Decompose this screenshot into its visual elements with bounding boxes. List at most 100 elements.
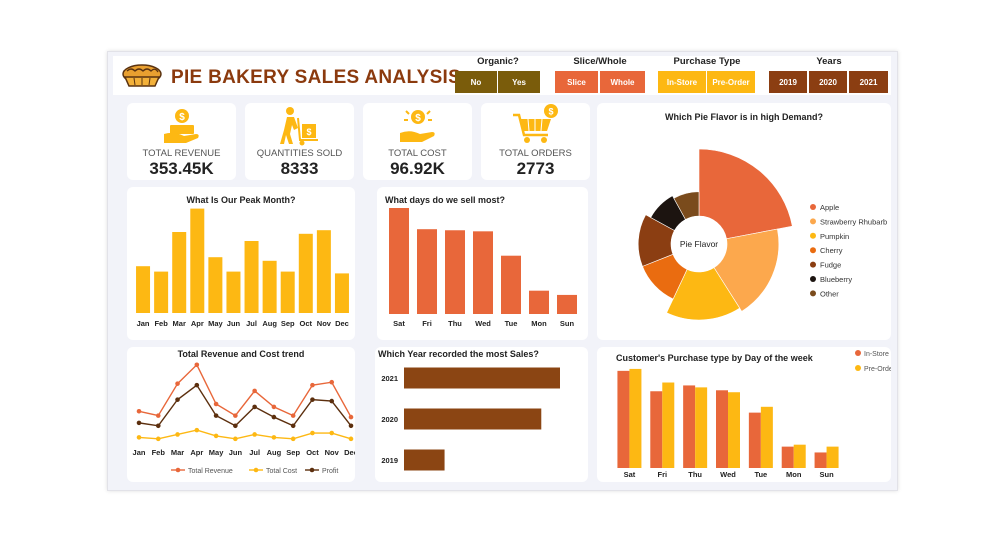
bar-sun xyxy=(557,294,577,314)
bar-pre-order-sat xyxy=(629,368,642,468)
in-store-button[interactable]: In-Store xyxy=(658,71,706,93)
slice-button[interactable]: Slice xyxy=(555,71,598,93)
dashboard: PIE BAKERY SALES ANALYSIS Organic? No Ye… xyxy=(107,51,898,491)
point-total-revenue-aug xyxy=(271,404,277,410)
bar-in-store-thu xyxy=(683,385,696,468)
year-2020-button[interactable]: 2020 xyxy=(809,71,847,93)
bar-fri xyxy=(417,229,437,314)
x-tick-mar: Mar xyxy=(171,448,184,457)
bar-apr xyxy=(190,208,205,313)
point-total-revenue-jul xyxy=(252,388,257,394)
x-tick-may: May xyxy=(208,319,223,328)
x-tick-jan: Jan xyxy=(137,319,150,328)
point-total-revenue-sep xyxy=(290,413,296,418)
x-tick-may: May xyxy=(209,448,224,457)
bar-in-store-wed xyxy=(716,390,728,468)
legend-label-pumpkin: Pumpkin xyxy=(820,232,849,241)
bar-tue xyxy=(501,255,521,314)
bar-in-store-sun xyxy=(814,452,827,468)
purchase-type-chart: Sat Fri Thu Wed Tue Mon Sun In-Store Pre-Order xyxy=(617,350,891,479)
cart-badge-label: $ xyxy=(548,107,553,117)
x-tick-fri: Fri xyxy=(422,319,432,328)
shopping-cart-icon: $ xyxy=(513,104,558,143)
bar-pre-order-tue xyxy=(760,406,773,468)
legend-label-apple: Apple xyxy=(820,203,839,212)
donut-hole xyxy=(671,216,727,272)
y-tick-2020: 2020 xyxy=(381,415,398,424)
legend-marker-cherry xyxy=(810,247,816,254)
kpi-card-revenue: $ TOTAL REVENUE 353.45K xyxy=(127,103,236,180)
line-profit xyxy=(138,384,352,427)
x-tick-wed: Wed xyxy=(475,319,491,328)
year-2019-button[interactable]: 2019 xyxy=(769,71,807,93)
point-profit-jul xyxy=(252,404,257,410)
point-total-revenue-jan xyxy=(136,408,142,414)
revenue-cost-title: Total Revenue and Cost trend xyxy=(177,349,305,359)
y-tick-2021: 2021 xyxy=(381,374,398,383)
bar-thu xyxy=(445,230,465,314)
organic-no-button[interactable]: No xyxy=(455,71,497,93)
legend-marker-fudge xyxy=(810,261,816,268)
bar-pre-order-wed xyxy=(728,392,740,468)
legend-label-fudge: Fudge xyxy=(820,261,841,270)
money-hand-icon: $ xyxy=(164,109,199,143)
point-total-cost-sep xyxy=(290,436,296,442)
hand-truck-icon: $ xyxy=(280,107,318,146)
x-tick-sun: Sun xyxy=(560,319,575,328)
flavor-demand-card: Which Pie Flavor is in high Demand? Pie … xyxy=(597,103,891,340)
kpi-label-quantities: QUANTITIES SOLD xyxy=(256,148,343,159)
bar-nov xyxy=(316,230,331,313)
svg-text:$: $ xyxy=(415,113,421,124)
point-total-cost-jul xyxy=(252,432,257,437)
bar-mon xyxy=(529,290,549,314)
point-total-revenue-jun xyxy=(233,413,238,418)
legend-marker-pumpkin xyxy=(810,232,816,239)
bar-mar xyxy=(172,232,187,313)
point-total-cost-aug xyxy=(271,435,277,440)
kpi-card-cost: $ TOTAL COST 96.92K xyxy=(363,103,472,180)
point-total-cost-may xyxy=(213,433,219,439)
line-total-revenue xyxy=(138,363,352,418)
x-tick-jul: Jul xyxy=(246,319,257,328)
point-total-revenue-nov xyxy=(329,379,335,385)
x-tick-nov: Nov xyxy=(325,448,340,457)
bar-pre-order-thu xyxy=(695,387,708,468)
legend-marker-strawberry-rhubarb xyxy=(810,218,816,225)
legend-marker-profit xyxy=(309,467,315,473)
whole-button[interactable]: Whole xyxy=(600,71,645,93)
point-total-revenue-feb xyxy=(155,413,161,418)
x-tick-dec: Dec xyxy=(335,319,349,328)
bar-oct xyxy=(298,233,313,313)
bar-dec xyxy=(334,273,349,313)
x-tick-fri: Fri xyxy=(657,470,667,479)
legend-marker-total-revenue xyxy=(175,467,181,473)
year-sales-title: Which Year recorded the most Sales? xyxy=(378,349,539,359)
legend-marker-other xyxy=(810,290,816,297)
pie-logo-icon xyxy=(122,64,162,87)
x-tick-apr: Apr xyxy=(191,319,204,328)
point-total-cost-apr xyxy=(194,427,200,433)
legend-label-in-store: In-Store xyxy=(864,351,889,358)
legend-marker-pre-order xyxy=(855,365,861,371)
bar-pre-order-sun xyxy=(826,446,839,468)
year-2021-button[interactable]: 2021 xyxy=(849,71,888,93)
point-profit-feb xyxy=(155,423,161,429)
year-sales-card: Which Year recorded the most Sales? 2021… xyxy=(375,347,588,482)
bar-may xyxy=(208,257,223,313)
bar-wed xyxy=(473,231,493,314)
organic-yes-button[interactable]: Yes xyxy=(498,71,540,93)
revenue-cost-chart: Jan Feb Mar Apr May Jun Jul Aug Sep Oct Nov Dec Tota… xyxy=(133,362,355,475)
pre-order-button[interactable]: Pre-Order xyxy=(707,71,755,93)
svg-text:$: $ xyxy=(179,112,185,123)
organic-slicer-title: Organic? xyxy=(477,56,519,67)
point-profit-nov xyxy=(329,398,335,404)
x-tick-jan: Jan xyxy=(133,448,146,457)
x-tick-mar: Mar xyxy=(173,319,186,328)
page-title: PIE BAKERY SALES ANALYSIS xyxy=(171,67,462,88)
legend-label-total-cost: Total Cost xyxy=(266,468,297,475)
x-tick-feb: Feb xyxy=(152,448,166,457)
x-tick-nov: Nov xyxy=(317,319,332,328)
x-tick-jun: Jun xyxy=(229,448,243,457)
point-total-cost-jun xyxy=(233,436,238,442)
x-tick-sat: Sat xyxy=(624,470,636,479)
